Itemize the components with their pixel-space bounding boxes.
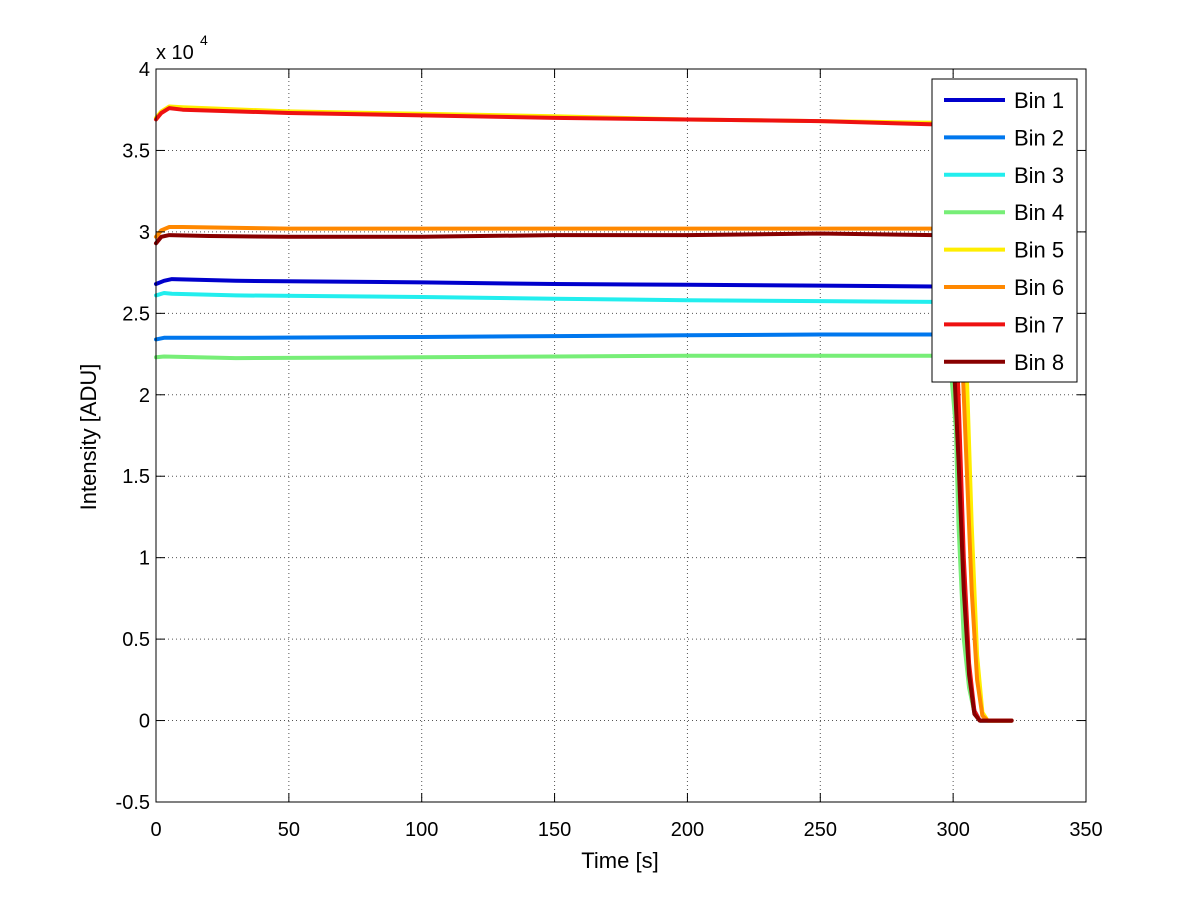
series-line-bin-8 xyxy=(154,231,1014,723)
legend-label: Bin 6 xyxy=(1014,275,1064,300)
legend-label: Bin 4 xyxy=(1014,200,1064,225)
y-tick-label: 4 xyxy=(139,59,150,81)
legend-label: Bin 1 xyxy=(1014,88,1064,113)
y-tick-label: 1 xyxy=(139,548,150,570)
y-tick-label: -0.5 xyxy=(116,792,150,814)
legend-box xyxy=(931,78,1078,383)
x-tick-label: 50 xyxy=(278,819,300,841)
y-exponent-power: 4 xyxy=(200,32,208,48)
x-tick-label: 100 xyxy=(405,819,438,841)
x-tick-label: 250 xyxy=(804,819,837,841)
legend: Bin 1 Bin 2 Bin 3 Bin 4 Bin 5 Bin 6 Bin 7 Bin 8 xyxy=(931,78,1078,383)
y-tick-label: 0 xyxy=(139,711,150,733)
x-axis-label: Time [s] xyxy=(581,848,658,873)
plot-frame xyxy=(155,68,1087,803)
x-tick-label: 300 xyxy=(936,819,969,841)
legend-label: Bin 5 xyxy=(1014,238,1064,263)
legend-label: Bin 7 xyxy=(1014,312,1064,337)
y-tick-label: 2.5 xyxy=(122,303,150,325)
y-axis-ticks: -0.5 0 0.5 1 1.5 2 2.5 3 3.5 4 xyxy=(116,59,1086,814)
series-line-bin-6 xyxy=(154,225,1014,723)
grid-lines xyxy=(156,69,1086,802)
plot-area xyxy=(156,69,1086,802)
y-exponent-label: x 10 xyxy=(156,42,194,64)
y-tick-label: 3.5 xyxy=(122,140,150,162)
legend-label: Bin 2 xyxy=(1014,125,1064,150)
x-tick-label: 150 xyxy=(538,819,571,841)
x-axis-ticks: 0 50 100 150 200 250 300 350 xyxy=(150,69,1103,841)
x-tick-label: 0 xyxy=(150,819,161,841)
legend-label: Bin 8 xyxy=(1014,350,1064,375)
y-tick-label: 1.5 xyxy=(122,466,150,488)
y-axis-label: Intensity [ADU] xyxy=(76,364,101,511)
y-tick-label: 2 xyxy=(139,385,150,407)
x-tick-label: 350 xyxy=(1069,819,1102,841)
legend-label: Bin 3 xyxy=(1014,163,1064,188)
x-tick-label: 200 xyxy=(671,819,704,841)
y-tick-label: 3 xyxy=(139,222,150,244)
y-tick-label: 0.5 xyxy=(122,629,150,651)
